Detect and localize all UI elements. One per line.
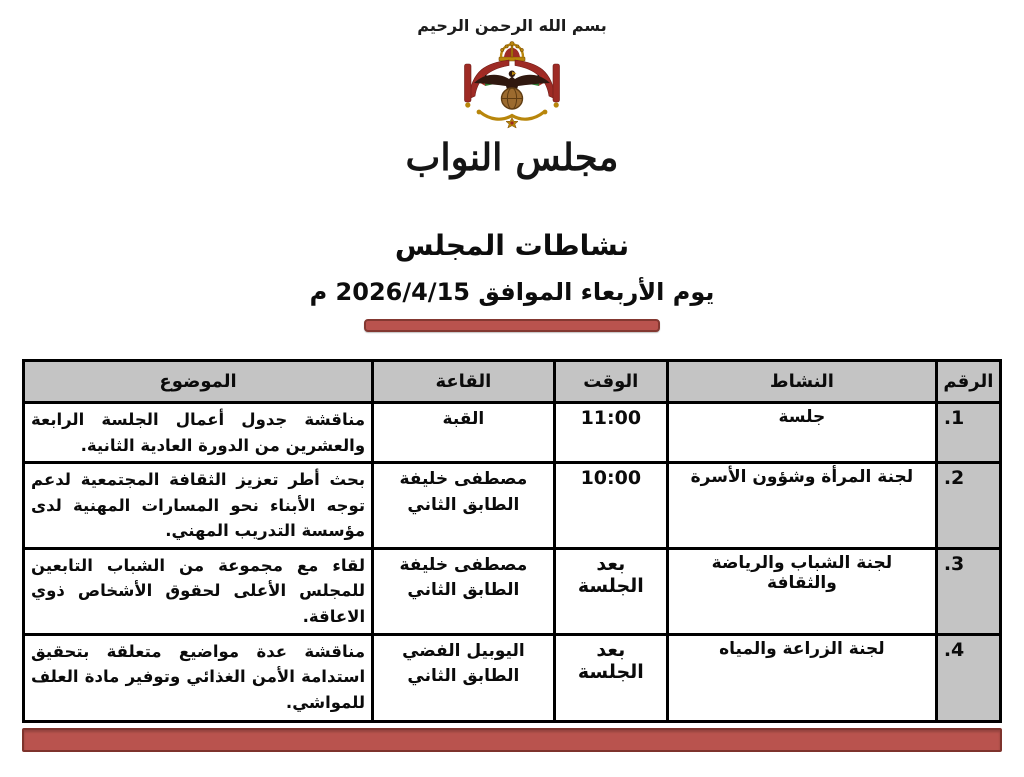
emblem bbox=[0, 41, 1024, 133]
column-header-time: الوقت bbox=[552, 359, 670, 404]
row-subject: مناقشة عدة مواضيع متعلقة بتحقيق استدامة … bbox=[21, 632, 375, 723]
table-row: 1. جلسة 11:00 القبة مناقشة جدول أعمال ال… bbox=[21, 400, 1003, 465]
row-activity: لجنة الزراعة والمياه bbox=[666, 632, 938, 723]
row-activity: جلسة bbox=[666, 400, 938, 465]
table-row: 2. لجنة المرأة وشؤون الأسرة 10:00 مصطفى … bbox=[21, 461, 1003, 550]
row-hall: اليوبيل الفضي الطابق الثاني bbox=[371, 632, 556, 723]
table-row: 3. لجنة الشباب والرياضة والثقافة بعد الج… bbox=[21, 546, 1003, 636]
red-underline-bar bbox=[364, 319, 660, 332]
row-time: بعد الجلسة bbox=[552, 546, 670, 636]
row-hall: القبة bbox=[371, 400, 556, 465]
column-header-activity: النشاط bbox=[666, 359, 938, 404]
row-activity: لجنة الشباب والرياضة والثقافة bbox=[666, 546, 938, 636]
row-hall: مصطفى خليفة الطابق الثاني bbox=[371, 546, 556, 636]
table-row: 4. لجنة الزراعة والمياه بعد الجلسة اليوب… bbox=[21, 632, 1003, 723]
table-header-row: الرقم النشاط الوقت القاعة الموضوع bbox=[21, 359, 1003, 404]
row-number: 3. bbox=[934, 546, 1003, 636]
row-number: 1. bbox=[934, 400, 1003, 465]
row-time: 11:00 bbox=[552, 400, 670, 465]
column-header-hall: القاعة bbox=[371, 359, 556, 404]
row-number: 2. bbox=[934, 461, 1003, 550]
date-subtitle: يوم الأربعاء الموافق 2026/4/15 م bbox=[309, 278, 715, 306]
red-footer-bar bbox=[22, 727, 1002, 752]
bismillah-text: بسم الله الرحمن الرحيم bbox=[417, 16, 607, 35]
row-subject: بحث أطر تعزيز الثقافة المجتمعية لدعم توج… bbox=[21, 461, 375, 550]
row-activity: لجنة المرأة وشؤون الأسرة bbox=[666, 461, 938, 550]
column-header-subject: الموضوع bbox=[21, 359, 375, 404]
page-title: نشاطات المجلس bbox=[394, 229, 630, 262]
row-subject: لقاء مع مجموعة من الشباب التابعين للمجلس… bbox=[21, 546, 375, 636]
row-time: بعد الجلسة bbox=[552, 632, 670, 723]
row-subject: مناقشة جدول أعمال الجلسة الرابعة والعشري… bbox=[21, 400, 375, 465]
jordan-coat-of-arms-icon bbox=[464, 41, 560, 129]
row-number: 4. bbox=[934, 632, 1003, 723]
column-header-number: الرقم bbox=[934, 359, 1003, 404]
org-name-calligraphy: مجلس النواب bbox=[405, 135, 620, 179]
row-hall: مصطفى خليفة الطابق الثاني bbox=[371, 461, 556, 550]
activities-table: الرقم النشاط الوقت القاعة الموضوع 1. جلس… bbox=[21, 359, 1003, 723]
row-time: 10:00 bbox=[552, 461, 670, 550]
